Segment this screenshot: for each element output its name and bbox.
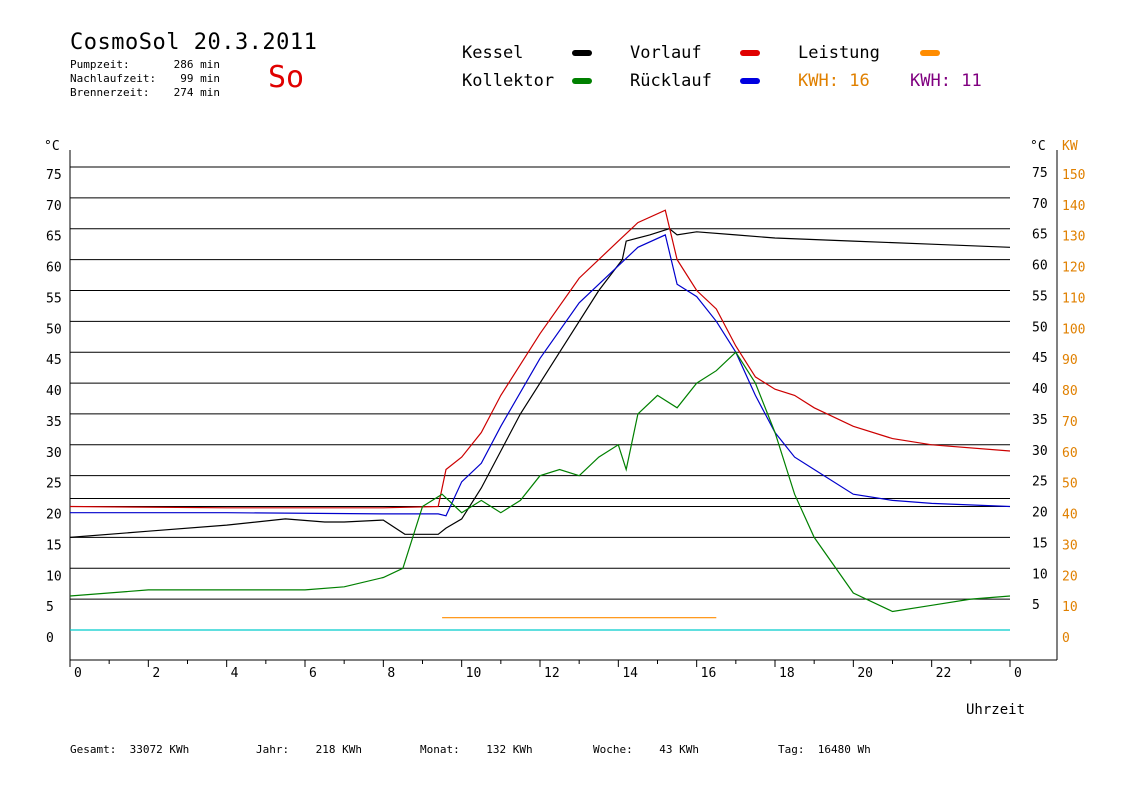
y-tick-right-c: 35 (1032, 413, 1048, 428)
y-tick-right-kw: 100 (1062, 322, 1085, 337)
legend-kessel-swatch (572, 50, 592, 56)
y-tick-right-c: 60 (1032, 259, 1048, 274)
stat-nachlaufzeit: Nachlaufzeit: 99 min (70, 72, 220, 85)
y-tick-left: 65 (46, 230, 62, 245)
y-tick-right-c: 70 (1032, 197, 1048, 212)
x-tick-label: 2 (152, 666, 160, 681)
y-tick-left: 75 (46, 168, 62, 183)
stat-brennerzeit: Brennerzeit: 274 min (70, 86, 220, 99)
y-tick-right-kw: 50 (1062, 477, 1078, 492)
y-tick-right-kw: 130 (1062, 230, 1085, 245)
kwh-purple: KWH: 11 (910, 71, 982, 91)
legend-kollektor-swatch (572, 78, 592, 84)
y-tick-right-kw: 150 (1062, 168, 1085, 183)
y-tick-left: 50 (46, 322, 62, 337)
y-tick-right-c: 75 (1032, 166, 1048, 181)
legend-vorlauf-label: Vorlauf (630, 43, 702, 63)
y-tick-right-c: 50 (1032, 320, 1048, 335)
legend-ruecklauf-label: Rücklauf (630, 71, 712, 91)
y-tick-right-c: 15 (1032, 536, 1048, 551)
y-axis-right-unit-kw: KW (1062, 139, 1078, 154)
y-tick-left: 60 (46, 261, 62, 276)
y-tick-right-kw: 0 (1062, 631, 1070, 646)
series-line-kollektor (69, 351, 1011, 613)
x-tick-label: 12 (544, 666, 560, 681)
legend-vorlauf-swatch (740, 50, 760, 56)
footer-tag: Tag: 16480 Wh (778, 743, 871, 756)
legend-leistung-swatch (920, 50, 940, 56)
x-tick-label: 20 (857, 666, 873, 681)
y-tick-right-kw: 110 (1062, 291, 1085, 306)
x-tick-label: 4 (231, 666, 239, 681)
y-tick-right-kw: 10 (1062, 600, 1078, 615)
y-tick-right-kw: 90 (1062, 353, 1078, 368)
legend-ruecklauf-swatch (740, 78, 760, 84)
y-tick-right-kw: 80 (1062, 384, 1078, 399)
y-tick-left: 10 (46, 569, 62, 584)
y-axis-right-unit-c: °C (1030, 139, 1046, 154)
y-tick-right-kw: 20 (1062, 569, 1078, 584)
x-tick-label: 10 (466, 666, 482, 681)
x-axis-label: Uhrzeit (966, 702, 1026, 718)
footer-jahr: Jahr: 218 KWh (256, 743, 362, 756)
y-tick-left: 40 (46, 384, 62, 399)
footer-monat: Monat: 132 KWh (420, 743, 533, 756)
chart-title: CosmoSol 20.3.2011 (70, 30, 318, 55)
y-tick-right-kw: 70 (1062, 415, 1078, 430)
footer-woche: Woche: 43 KWh (593, 743, 699, 756)
x-tick-label: 8 (387, 666, 395, 681)
y-tick-right-c: 25 (1032, 475, 1048, 490)
series-line-vorlauf (69, 209, 1011, 509)
y-tick-left: 35 (46, 415, 62, 430)
y-axis-left-unit: °C (44, 139, 60, 154)
y-tick-right-c: 45 (1032, 351, 1048, 366)
y-tick-left: 30 (46, 446, 62, 461)
x-tick-label: 22 (936, 666, 952, 681)
y-tick-right-c: 55 (1032, 289, 1048, 304)
x-tick-label: 0 (1014, 666, 1022, 681)
weekday-label: So (268, 60, 305, 95)
y-tick-right-kw: 40 (1062, 508, 1078, 523)
x-tick-label: 18 (779, 666, 795, 681)
y-tick-left: 20 (46, 508, 62, 523)
y-tick-left: 55 (46, 291, 62, 306)
series-line-kessel (69, 228, 1011, 538)
kwh-orange: KWH: 16 (798, 71, 870, 91)
x-tick-label: 6 (309, 666, 317, 681)
stat-pumpzeit: Pumpzeit: 286 min (70, 58, 220, 71)
y-tick-right-kw: 140 (1062, 199, 1085, 214)
y-tick-right-c: 10 (1032, 567, 1048, 582)
y-tick-right-c: 20 (1032, 506, 1048, 521)
y-tick-right-c: 30 (1032, 444, 1048, 459)
y-tick-right-c: 40 (1032, 382, 1048, 397)
legend-kollektor-label: Kollektor (462, 71, 555, 91)
y-tick-right-kw: 30 (1062, 538, 1078, 553)
x-tick-label: 14 (622, 666, 638, 681)
y-tick-left: 0 (46, 631, 54, 646)
x-tick-label: 0 (74, 666, 82, 681)
footer-gesamt: Gesamt: 33072 KWh (70, 743, 190, 756)
legend-kessel-label: Kessel (462, 43, 524, 63)
y-tick-left: 45 (46, 353, 62, 368)
y-tick-left: 25 (46, 477, 62, 492)
series-line-ruecklauf (70, 234, 1011, 517)
legend-leistung-label: Leistung (798, 43, 880, 63)
y-tick-right-kw: 120 (1062, 261, 1085, 276)
y-tick-right-c: 5 (1032, 598, 1040, 613)
y-tick-left: 15 (46, 538, 62, 553)
x-tick-label: 16 (701, 666, 717, 681)
y-tick-right-kw: 60 (1062, 446, 1078, 461)
runtime-stats: Pumpzeit: 286 min Nachlaufzeit: 99 min Bre… (70, 58, 220, 100)
y-tick-left: 70 (46, 199, 62, 214)
y-tick-right-c: 65 (1032, 228, 1048, 243)
y-tick-left: 5 (46, 600, 54, 615)
